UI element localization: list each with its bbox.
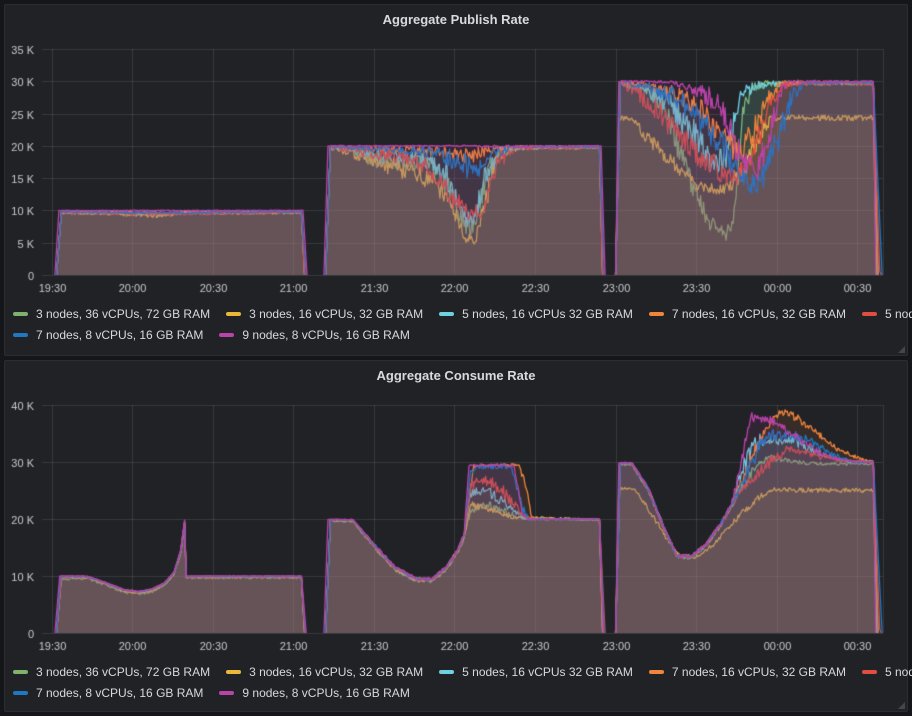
legend-label: 7 nodes, 8 vCPUs, 16 GB RAM [36,685,204,700]
consume-legend: 3 nodes, 36 vCPUs, 72 GB RAM 3 nodes, 16 … [5,659,912,703]
legend-label: 3 nodes, 36 vCPUs, 72 GB RAM [36,306,211,321]
legend-item[interactable]: 7 nodes, 16 vCPUs, 32 GB RAM [648,664,846,679]
legend-label: 3 nodes, 16 vCPUs, 32 GB RAM [249,306,424,321]
legend-item[interactable]: 9 nodes, 8 vCPUs, 16 GB RAM [219,327,410,342]
legend-swatch-icon [439,311,455,316]
legend-row: 7 nodes, 8 vCPUs, 16 GB RAM 9 nodes, 8 vC… [13,682,907,703]
legend-label: 5 nodes, 8 vCPUs, 16 GB RAM [884,664,912,679]
legend-item[interactable]: 5 nodes, 16 vCPUs 32 GB RAM [439,665,633,679]
legend-item[interactable]: 5 nodes, 8 vCPUs, 16 GB RAM [861,306,912,321]
legend-item[interactable]: 3 nodes, 16 vCPUs, 32 GB RAM [226,665,423,679]
panel-publish-rate: Aggregate Publish Rate 3 nodes, 36 vCPUs… [4,4,912,356]
legend-item[interactable]: 7 nodes, 8 vCPUs, 16 GB RAM [13,328,203,342]
legend-item[interactable]: 7 nodes, 16 vCPUs, 32 GB RAM [648,306,846,321]
legend-swatch-icon [439,669,455,674]
legend-swatch-icon [13,690,28,695]
legend-row: 3 nodes, 36 vCPUs, 72 GB RAM 3 nodes, 16 … [13,303,912,324]
legend-label: 5 nodes, 16 vCPUs 32 GB RAM [462,664,633,679]
legend-swatch-icon [13,669,28,674]
legend-swatch-icon [13,311,28,316]
legend-label: 7 nodes, 8 vCPUs, 16 GB RAM [36,327,204,342]
legend-swatch-icon [648,669,664,674]
legend-swatch-icon [219,690,235,695]
legend-label: 7 nodes, 16 vCPUs, 32 GB RAM [671,306,846,321]
publish-rate-chart[interactable] [5,31,907,301]
legend-label: 5 nodes, 16 vCPUs 32 GB RAM [462,306,633,321]
panel-resize-handle-icon[interactable] [898,702,905,709]
legend-label: 7 nodes, 16 vCPUs, 32 GB RAM [671,664,846,679]
legend-swatch-icon [226,669,242,674]
legend-item[interactable]: 7 nodes, 8 vCPUs, 16 GB RAM [13,686,203,700]
legend-item[interactable]: 9 nodes, 8 vCPUs, 16 GB RAM [219,685,410,700]
legend-item[interactable]: 3 nodes, 16 vCPUs, 32 GB RAM [226,307,423,321]
legend-swatch-icon [861,311,877,316]
legend-swatch-icon [648,311,664,316]
legend-label: 9 nodes, 8 vCPUs, 16 GB RAM [242,327,410,342]
legend-label: 3 nodes, 36 vCPUs, 72 GB RAM [36,664,211,679]
panel-title-publish[interactable]: Aggregate Publish Rate [382,12,530,27]
panel-consume-rate: Aggregate Consume Rate 3 nodes, 36 vCPUs… [4,360,912,712]
legend-item[interactable]: 3 nodes, 36 vCPUs, 72 GB RAM [13,307,210,321]
panel-resize-handle-icon[interactable] [898,346,905,353]
panel-title-consume[interactable]: Aggregate Consume Rate [376,368,536,383]
legend-swatch-icon [13,332,28,337]
legend-swatch-icon [226,311,242,316]
legend-label: 3 nodes, 16 vCPUs, 32 GB RAM [249,664,424,679]
legend-label: 9 nodes, 8 vCPUs, 16 GB RAM [242,685,410,700]
legend-row: 7 nodes, 8 vCPUs, 16 GB RAM 9 nodes, 8 vC… [13,324,907,345]
legend-item[interactable]: 3 nodes, 36 vCPUs, 72 GB RAM [13,665,210,679]
consume-rate-chart[interactable] [5,387,907,659]
legend-swatch-icon [219,332,235,337]
legend-label: 5 nodes, 8 vCPUs, 16 GB RAM [884,306,912,321]
legend-row: 3 nodes, 36 vCPUs, 72 GB RAM 3 nodes, 16 … [13,661,912,682]
legend-item[interactable]: 5 nodes, 16 vCPUs 32 GB RAM [439,307,633,321]
legend-item[interactable]: 5 nodes, 8 vCPUs, 16 GB RAM [861,664,912,679]
publish-legend: 3 nodes, 36 vCPUs, 72 GB RAM 3 nodes, 16 … [5,301,912,345]
legend-swatch-icon [861,669,877,674]
